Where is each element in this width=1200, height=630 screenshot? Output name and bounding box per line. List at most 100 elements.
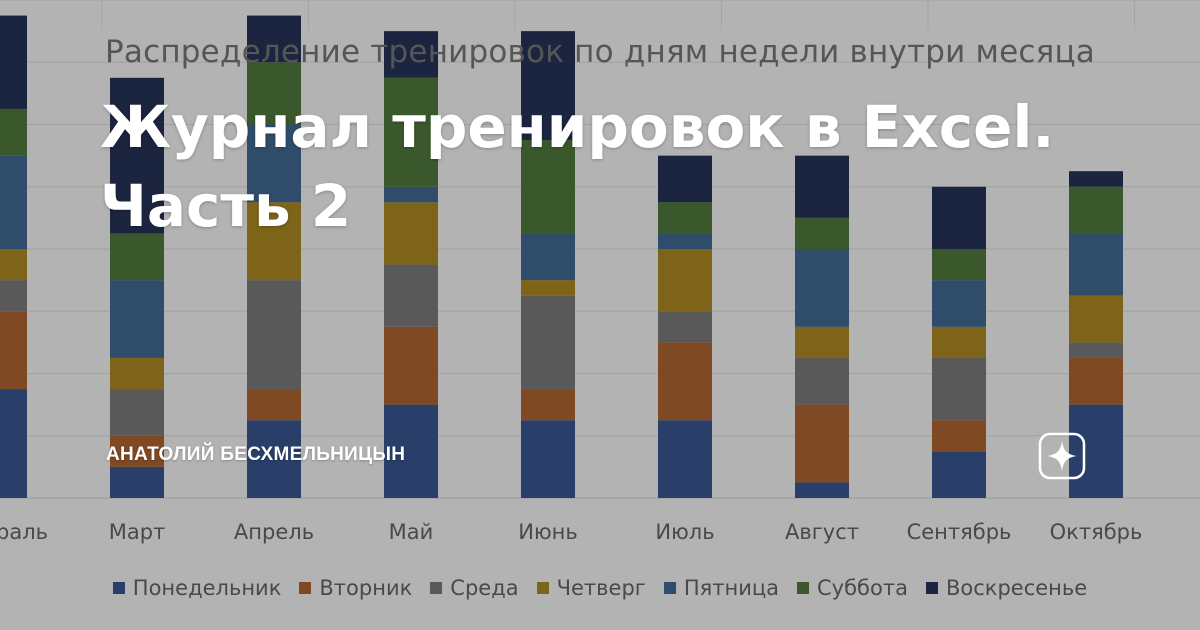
legend-swatch	[663, 582, 676, 594]
x-tick-label: Сентябрь	[907, 520, 1012, 544]
bar-segment	[932, 357, 986, 421]
legend-item: Вторник	[299, 576, 412, 600]
bar-segment	[110, 466, 164, 498]
bar-segment	[247, 62, 301, 125]
legend-item: Воскресенье	[925, 576, 1088, 600]
legend-item: Суббота	[797, 576, 908, 600]
x-tick-label: Август	[785, 520, 859, 544]
bar-segment	[521, 233, 575, 281]
bar-segment	[0, 311, 27, 390]
bar-segment	[0, 249, 27, 281]
x-tick-label: раль	[0, 520, 48, 544]
headline-line-1: Журнал тренировок в Excel.	[100, 93, 1055, 161]
x-tick-label: Июль	[655, 520, 714, 544]
legend-swatch	[299, 582, 312, 594]
bar-segment	[795, 249, 849, 327]
legend-label: Суббота	[817, 576, 908, 600]
bar-segment	[1069, 357, 1123, 405]
chart-title: Распределение тренировок по дням недели …	[105, 34, 1095, 70]
author-name[interactable]: АНАТОЛИЙ БЕСХМЕЛЬНИЦЫН	[106, 444, 406, 465]
legend-swatch	[430, 582, 443, 594]
bar-segment	[0, 155, 27, 249]
x-tick-label: Март	[109, 520, 166, 544]
bar-segment	[1069, 342, 1123, 358]
bar-segment	[658, 233, 712, 249]
legend-item: Пятница	[663, 576, 780, 600]
legend-swatch	[536, 582, 549, 594]
bar-segment	[658, 249, 712, 312]
bar-segment	[110, 435, 164, 467]
bar-segment	[1069, 404, 1123, 498]
bar-segment	[384, 186, 438, 203]
bar-segment	[247, 15, 301, 63]
headline-line-2: Часть 2	[100, 172, 352, 241]
bar-segment	[384, 31, 438, 78]
bar-segment	[247, 202, 301, 281]
legend-label: Понедельник	[132, 576, 282, 600]
bars	[0, 15, 1123, 498]
bar-segment	[521, 420, 575, 498]
legend-item: Среда	[430, 576, 519, 600]
x-tick-label: Апрель	[234, 520, 314, 544]
bar-segment	[795, 217, 849, 249]
bar-segment	[795, 482, 849, 498]
bar-segment	[384, 202, 438, 265]
bar-segment	[521, 31, 575, 141]
article-headline: Журнал тренировок в Excel. Часть 2	[100, 88, 1100, 247]
bar-segment	[0, 15, 27, 109]
legend-swatch	[925, 582, 938, 594]
x-tick-label: Май	[389, 520, 434, 544]
bar-segment	[1069, 171, 1123, 187]
bar-segment	[932, 249, 986, 281]
bar-segment	[932, 186, 986, 249]
bar-segment	[110, 280, 164, 358]
bar-segment	[247, 280, 301, 390]
legend-label: Воскресенье	[945, 576, 1088, 600]
bar-segment	[932, 280, 986, 327]
x-tick-label: Июнь	[518, 520, 578, 544]
bar-segment	[110, 233, 164, 281]
bar-segment	[1069, 295, 1123, 343]
bar-segment	[658, 311, 712, 343]
bar-segment	[658, 420, 712, 498]
bar-segment	[521, 295, 575, 390]
bar-segment	[110, 357, 164, 390]
legend-label: Вторник	[319, 576, 413, 600]
gridlines	[0, 0, 1200, 499]
legend-label: Пятница	[683, 576, 780, 600]
bar-segment	[384, 77, 438, 187]
bar-segment	[384, 326, 438, 405]
bar-segment	[795, 404, 849, 483]
x-tick-label: Октябрь	[1050, 520, 1143, 544]
chart-legend: Понедельник Вторник Среда Четверг Пятница Суб…	[0, 572, 1200, 604]
bar-segment	[247, 420, 301, 498]
legend-item: Четверг	[536, 576, 646, 600]
legend-swatch	[797, 582, 810, 594]
bar-segment	[110, 77, 164, 234]
bar-segment	[795, 326, 849, 358]
x-axis-labels: раль Март Апрель Май Июнь Июль Август Сентябрь О…	[0, 520, 1143, 544]
bar-segment	[247, 389, 301, 421]
bar-segment	[795, 155, 849, 218]
legend-item: Понедельник	[112, 576, 282, 600]
bar-segment	[1069, 186, 1123, 234]
bar-segment	[932, 420, 986, 452]
bar-segment	[0, 108, 27, 156]
bar-segment	[521, 280, 575, 296]
bar-segment	[0, 389, 27, 498]
bar-segment	[1069, 233, 1123, 296]
bar-segment	[932, 451, 986, 498]
bar-segment	[658, 202, 712, 234]
bar-segment	[658, 342, 712, 421]
bar-segment	[247, 124, 301, 203]
bar-segment	[932, 326, 986, 358]
bar-segment	[795, 357, 849, 405]
legend-swatch	[112, 582, 125, 594]
legend-label: Четверг	[556, 576, 646, 600]
sparkle-star-icon[interactable]	[1038, 432, 1086, 480]
bar-segment	[521, 140, 575, 234]
bar-segment	[521, 389, 575, 421]
bar-segment	[384, 404, 438, 498]
legend-label: Среда	[450, 576, 519, 600]
